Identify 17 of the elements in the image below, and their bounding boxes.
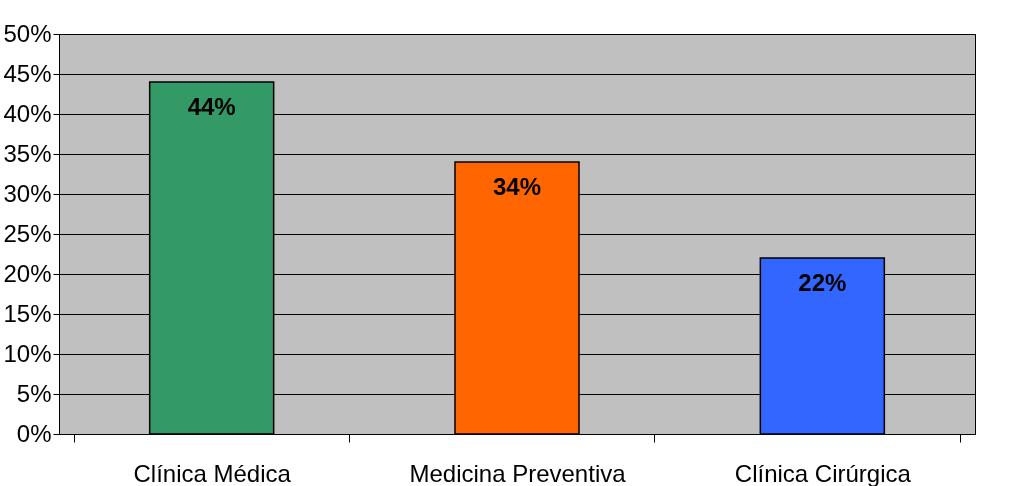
x-tick-label: Medicina Preventiva bbox=[409, 459, 627, 486]
data-label: 22% bbox=[798, 269, 847, 296]
y-tick-label: 40% bbox=[3, 99, 52, 127]
y-tick-label: 20% bbox=[3, 259, 52, 287]
y-tick-label: 5% bbox=[16, 379, 52, 407]
y-tick-label: 25% bbox=[3, 219, 52, 247]
x-tick-label: Clínica Médica bbox=[133, 459, 292, 486]
y-tick-label: 0% bbox=[16, 419, 52, 447]
data-label: 44% bbox=[187, 93, 236, 120]
x-tick-label: Clínica Cirúrgica bbox=[734, 459, 912, 486]
y-tick-label: 10% bbox=[3, 339, 52, 367]
y-tick-label: 35% bbox=[3, 139, 52, 167]
y-tick-label: 50% bbox=[3, 19, 52, 47]
y-tick-label: 45% bbox=[3, 59, 52, 87]
data-label: 34% bbox=[492, 173, 542, 200]
y-tick-label: 30% bbox=[3, 179, 52, 207]
y-tick-label: 15% bbox=[3, 299, 52, 327]
